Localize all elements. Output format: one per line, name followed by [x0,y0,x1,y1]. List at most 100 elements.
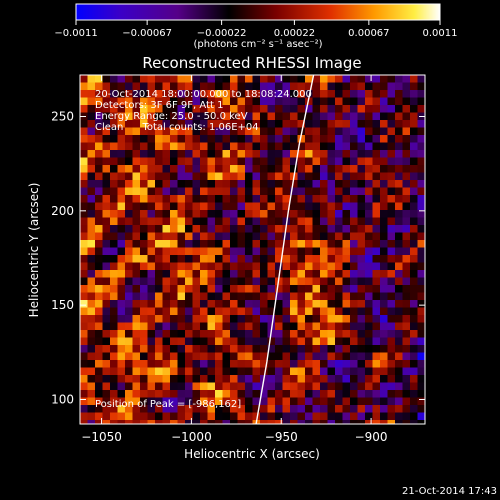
heatmap-cell [312,112,321,121]
heatmap-cell [387,172,396,181]
heatmap-cell [335,202,343,211]
heatmap-cell [170,97,178,106]
heatmap-cell [335,105,343,113]
heatmap-cell [125,352,133,361]
heatmap-cell [192,360,201,368]
heatmap-cell [320,375,328,383]
heatmap-cell [282,255,291,263]
heatmap-cell [327,270,336,278]
heatmap-cell [117,217,126,226]
heatmap-cell [185,112,193,121]
heatmap-cell [215,232,223,241]
heatmap-cell [140,180,148,188]
heatmap-cell [245,247,253,256]
heatmap-cell [162,210,171,218]
heatmap-cell [155,420,163,424]
heatmap-cell [140,112,148,121]
heatmap-cell [95,337,103,346]
heatmap-cell [215,292,223,301]
heatmap-cell [297,247,306,256]
heatmap-cell [395,270,403,278]
heatmap-cell [342,105,351,113]
heatmap-cell [312,322,321,331]
heatmap-cell [267,367,276,376]
heatmap-cell [230,195,238,203]
heatmap-cell [312,292,321,301]
heatmap-cell [327,420,336,424]
heatmap-cell [245,307,253,316]
heatmap-cell [365,315,373,323]
heatmap-cell [132,300,141,308]
heatmap-cell [87,307,96,316]
heatmap-cell [410,337,418,346]
heatmap-cell [155,262,163,271]
heatmap-cell [230,240,238,248]
heatmap-cell [125,405,133,413]
heatmap-cell [177,277,186,286]
heatmap-cell [297,345,306,353]
heatmap-cell [230,307,238,316]
heatmap-cell [320,165,328,173]
heatmap-cell [290,420,298,424]
heatmap-cell [222,367,231,376]
heatmap-cell [200,352,208,361]
heatmap-cell [372,82,381,91]
heatmap-cell [305,195,313,203]
heatmap-cell [312,405,321,413]
heatmap-cell [245,195,253,203]
heatmap-cell [87,397,96,406]
heatmap-cell [290,105,298,113]
heatmap-cell [215,405,223,413]
heatmap-cell [357,195,366,203]
heatmap-cell [117,120,126,128]
heatmap-cell [380,277,388,286]
heatmap-cell [132,390,141,398]
heatmap-cell [327,352,336,361]
heatmap-cell [110,412,118,421]
heatmap-cell [185,195,193,203]
heatmap-cell [222,322,231,331]
heatmap-cell [402,82,411,91]
heatmap-cell [305,277,313,286]
heatmap-cell [297,255,306,263]
heatmap-cell [327,360,336,368]
heatmap-cell [102,202,111,211]
heatmap-cell [185,97,193,106]
heatmap-cell [215,97,223,106]
heatmap-cell [177,412,186,421]
heatmap-cell [365,202,373,211]
heatmap-image [80,75,425,424]
heatmap-cell [237,232,246,241]
heatmap-cell [117,337,126,346]
heatmap-cell [320,262,328,271]
heatmap-cell [290,217,298,226]
heatmap-cell [147,375,156,383]
heatmap-cell [110,202,118,211]
heatmap-cell [95,270,103,278]
heatmap-cell [185,180,193,188]
heatmap-cell [290,375,298,383]
heatmap-cell [177,255,186,263]
heatmap-cell [320,240,328,248]
heatmap-cell [290,225,298,233]
heatmap-cell [410,300,418,308]
heatmap-cell [290,165,298,173]
heatmap-cell [372,330,381,338]
heatmap-cell [87,322,96,331]
heatmap-cell [312,307,321,316]
heatmap-cell [95,255,103,263]
heatmap-cell [372,135,381,143]
heatmap-cell [87,262,96,271]
heatmap-cell [117,360,126,368]
heatmap-cell [140,202,148,211]
heatmap-cell [417,120,425,128]
heatmap-cell [342,225,351,233]
heatmap-cell [245,142,253,151]
heatmap-cell [312,225,321,233]
heatmap-cell [275,157,283,166]
heatmap-cell [395,217,403,226]
heatmap-cell [230,142,238,151]
heatmap-cell [275,172,283,181]
heatmap-cell [245,322,253,331]
heatmap-cell [260,142,268,151]
